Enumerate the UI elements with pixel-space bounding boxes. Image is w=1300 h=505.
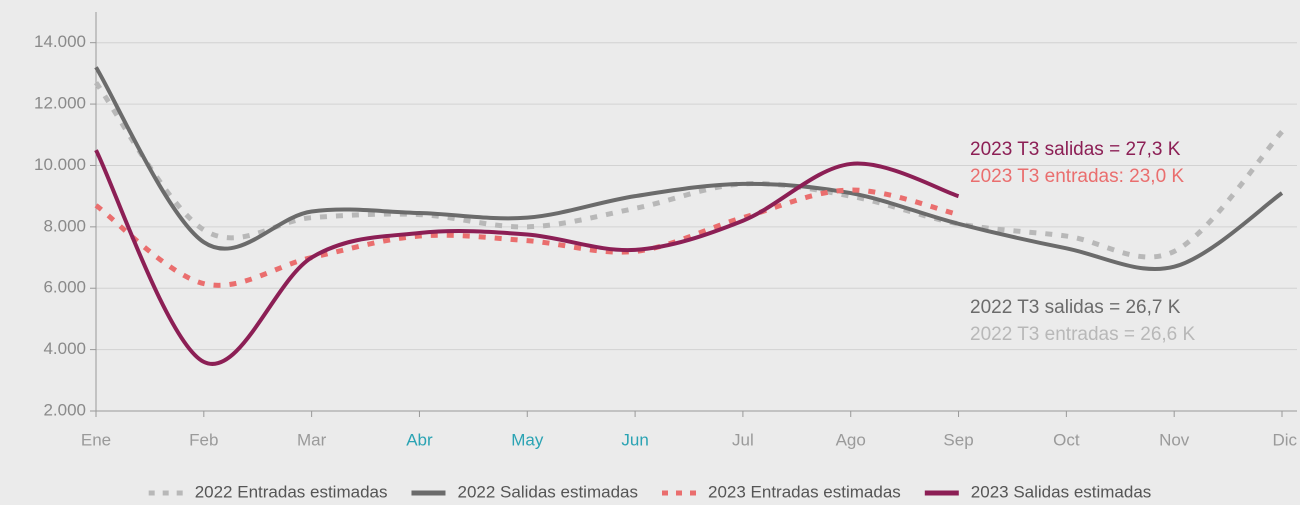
grid	[96, 42, 1297, 412]
annotations: 2023 T3 salidas = 27,3 K 2023 T3 entrada…	[970, 139, 1196, 345]
series-line	[94, 187, 960, 288]
x-tick-label: Nov	[1159, 430, 1190, 449]
legend-label: 2023 Entradas estimadas	[708, 482, 901, 501]
y-tick-label: 14.000	[34, 32, 86, 51]
x-tick-label: Sep	[943, 430, 973, 449]
y-tick-label: 12.000	[34, 94, 86, 113]
annotation: 2023 T3 salidas = 27,3 K	[970, 139, 1181, 160]
x-tick-label: May	[511, 430, 544, 449]
x-tick-label: Oct	[1053, 430, 1080, 449]
annotation: 2022 T3 salidas = 26,7 K	[970, 297, 1181, 318]
y-tick-label: 6.000	[43, 278, 86, 297]
legend: 2022 Entradas estimadas 2022 Salidas esti…	[148, 482, 1152, 501]
x-tick-label: Dic	[1272, 430, 1297, 449]
x-tick-label: Feb	[189, 430, 218, 449]
series-line	[94, 66, 1284, 272]
legend-label: 2023 Salidas estimadas	[971, 482, 1152, 501]
annotation: 2022 T3 entradas = 26,6 K	[970, 324, 1196, 345]
y-tick-label: 10.000	[34, 155, 86, 174]
x-tick-label: Jun	[621, 430, 648, 449]
x-tick-label: Mar	[297, 430, 327, 449]
x-tick-label: Ene	[81, 430, 111, 449]
x-tick-label: Abr	[406, 430, 433, 449]
y-tick-label: 4.000	[43, 339, 86, 358]
legend-label: 2022 Salidas estimadas	[457, 482, 638, 501]
annotation: 2023 T3 entradas: 23,0 K	[970, 166, 1184, 187]
x-tick-label: Ago	[836, 430, 866, 449]
series-line	[94, 149, 960, 366]
x-tick-label: Jul	[732, 430, 754, 449]
y-tick-label: 2.000	[43, 400, 86, 419]
legend-label: 2022 Entradas estimadas	[195, 482, 388, 501]
y-tick-label: 8.000	[43, 216, 86, 235]
